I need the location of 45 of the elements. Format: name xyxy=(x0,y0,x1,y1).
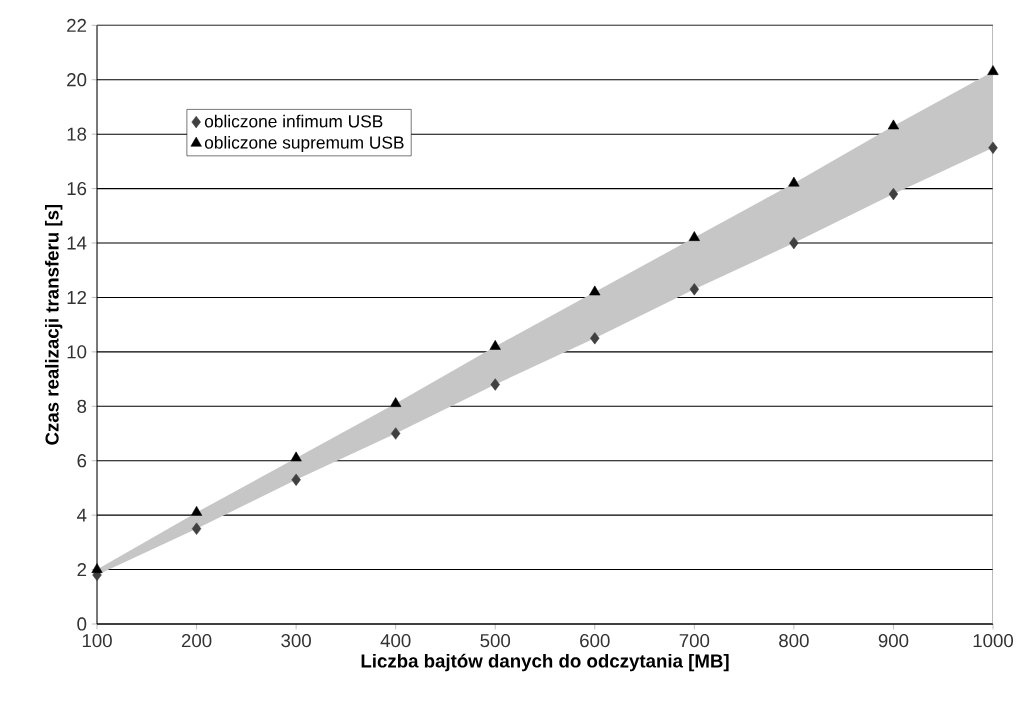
point xyxy=(190,506,203,516)
point xyxy=(689,283,699,296)
y-tick-label: 14 xyxy=(67,236,87,250)
point xyxy=(788,176,800,187)
x-tick-label: 200 xyxy=(181,634,212,648)
point xyxy=(589,285,601,296)
point xyxy=(888,187,899,201)
point xyxy=(291,473,301,486)
y-tick-label: 6 xyxy=(77,454,87,468)
x-tick-label: 1000 xyxy=(973,634,1014,648)
x-tick-label: 900 xyxy=(878,634,909,648)
x-tick-label: 300 xyxy=(281,634,311,648)
point xyxy=(489,340,501,350)
x-tick-label: 100 xyxy=(82,634,112,648)
y-tick-label: 20 xyxy=(67,73,87,87)
legend-label: obliczone supremum USB xyxy=(204,135,404,153)
y-tick-label: 8 xyxy=(77,399,87,413)
point xyxy=(391,427,401,440)
point xyxy=(988,141,998,154)
legend-label: obliczone infimum USB xyxy=(204,114,383,128)
x-axis-title: Liczba bajtów danych do odczytania [MB] xyxy=(361,653,729,672)
point xyxy=(490,378,500,391)
y-tick-label: 18 xyxy=(67,127,87,141)
y-tick-label: 4 xyxy=(77,508,87,522)
y-tick-label: 0 xyxy=(77,617,87,631)
y-axis-title: Czas realizacji transferu [s] xyxy=(44,204,63,445)
point xyxy=(987,65,999,75)
point xyxy=(688,231,700,241)
y-tick-label: 22 xyxy=(67,18,87,32)
point xyxy=(887,119,900,130)
y-tick-label: 10 xyxy=(67,345,87,359)
x-tick-label: 800 xyxy=(779,634,809,648)
x-tick-label: 400 xyxy=(380,634,411,648)
point xyxy=(590,332,600,345)
y-tick-label: 12 xyxy=(67,290,87,304)
point xyxy=(789,236,799,250)
y-tick-label: 16 xyxy=(67,181,87,196)
y-tick-label: 2 xyxy=(77,563,87,577)
point xyxy=(91,563,103,573)
x-tick-label: 600 xyxy=(580,634,610,648)
point xyxy=(191,522,202,535)
point xyxy=(390,397,402,407)
x-tick-label: 500 xyxy=(480,634,511,648)
point xyxy=(290,451,302,462)
x-tick-label: 700 xyxy=(679,634,710,648)
